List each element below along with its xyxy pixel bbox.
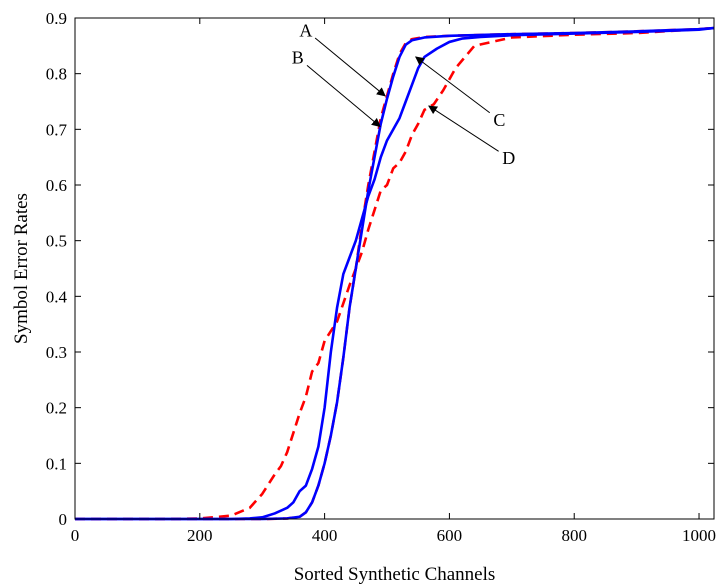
annotation-label-b: B (292, 48, 304, 68)
y-tick-label: 0 (59, 510, 68, 529)
y-tick-label: 0.9 (46, 9, 67, 28)
x-tick-label: 400 (312, 526, 338, 545)
y-tick-label: 0.8 (46, 65, 67, 84)
annotation-label-a: A (299, 20, 312, 40)
y-axis-title: Symbol Error Rates (11, 193, 32, 344)
plot-frame (74, 17, 715, 520)
annotation-label-c: C (493, 110, 505, 130)
x-tick-label: 0 (71, 526, 80, 545)
annotation-label-d: D (502, 148, 515, 168)
annotation-arrow-a (314, 37, 386, 97)
annotation-arrow-b (306, 64, 381, 128)
series-layer (75, 26, 715, 521)
y-tick-label: 0.5 (46, 232, 67, 251)
x-tick-label: 1000 (682, 526, 716, 545)
annotation-arrow-c (414, 56, 491, 114)
series-line-1 (75, 26, 715, 521)
y-tick-label: 0.2 (46, 399, 67, 418)
series-line-3 (75, 26, 715, 521)
x-tick-label: 200 (187, 526, 213, 545)
series-line-2 (75, 26, 715, 521)
series-line-4 (75, 26, 715, 521)
annotation-arrow-d (428, 105, 499, 152)
x-axis-title: Sorted Synthetic Channels (294, 564, 496, 585)
y-tick-label: 0.7 (46, 120, 68, 139)
x-tick-label: 800 (561, 526, 587, 545)
y-tick-label: 0.4 (46, 287, 68, 306)
y-tick-label: 0.6 (46, 176, 67, 195)
y-tick-label: 0.3 (46, 343, 67, 362)
y-tick-label: 0.1 (46, 454, 67, 473)
x-tick-label: 600 (437, 526, 463, 545)
tick-layer: 0 200 400 600 800 1000 0 0.1 0.2 0.3 0.4 0.5 0.6 0.7 0… (46, 9, 716, 545)
annotation-layer: AB CD (292, 20, 515, 167)
